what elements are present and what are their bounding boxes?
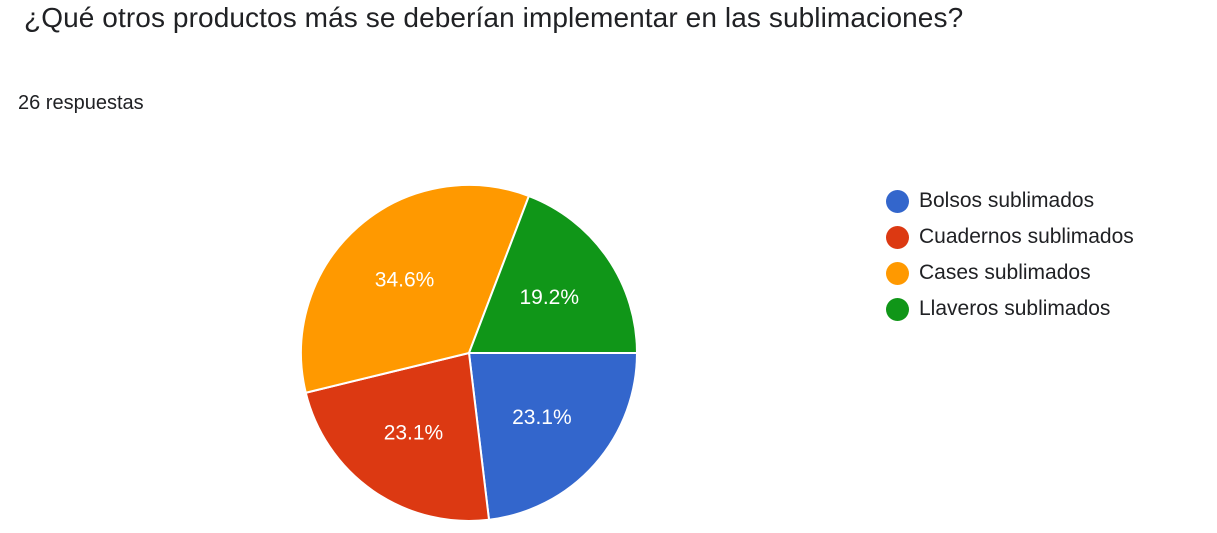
chart-legend: Bolsos sublimados Cuadernos sublimados Cas… xyxy=(886,183,1134,327)
legend-swatch-icon xyxy=(886,189,909,213)
legend-item-llaveros-sublimados[interactable]: Llaveros sublimados xyxy=(886,291,1134,327)
legend-item-cases-sublimados[interactable]: Cases sublimados xyxy=(886,255,1134,291)
legend-swatch-icon xyxy=(886,297,909,321)
response-count: 26 respuestas xyxy=(18,92,144,114)
pie-slice-cases-sublimados[interactable] xyxy=(300,184,531,394)
pie-slice-cuadernos-sublimados[interactable] xyxy=(304,351,491,522)
pie-chart: 23.1% 23.1% 34.6% 19.2% xyxy=(300,184,639,522)
slice-label-cuadernos-sublimados: 23.1% xyxy=(384,422,444,445)
slice-label-cases-sublimados: 34.6% xyxy=(375,268,435,291)
legend-label: Llaveros sublimados xyxy=(919,297,1111,320)
legend-item-cuadernos-sublimados[interactable]: Cuadernos sublimados xyxy=(886,219,1134,255)
pie-slice-bolsos-sublimados[interactable] xyxy=(467,352,639,521)
slice-label-llaveros-sublimados: 19.2% xyxy=(519,286,579,309)
slice-label-bolsos-sublimados: 23.1% xyxy=(512,406,572,429)
legend-label: Bolsos sublimados xyxy=(919,189,1095,212)
legend-item-bolsos-sublimados[interactable]: Bolsos sublimados xyxy=(886,183,1134,219)
pie-slice-llaveros-sublimados[interactable] xyxy=(467,194,639,354)
question-title: ¿Qué otros productos más se deberían imp… xyxy=(24,2,964,33)
legend-swatch-icon xyxy=(886,225,909,249)
legend-label: Cases sublimados xyxy=(919,261,1091,284)
legend-swatch-icon xyxy=(886,261,909,285)
legend-label: Cuadernos sublimados xyxy=(919,225,1134,248)
